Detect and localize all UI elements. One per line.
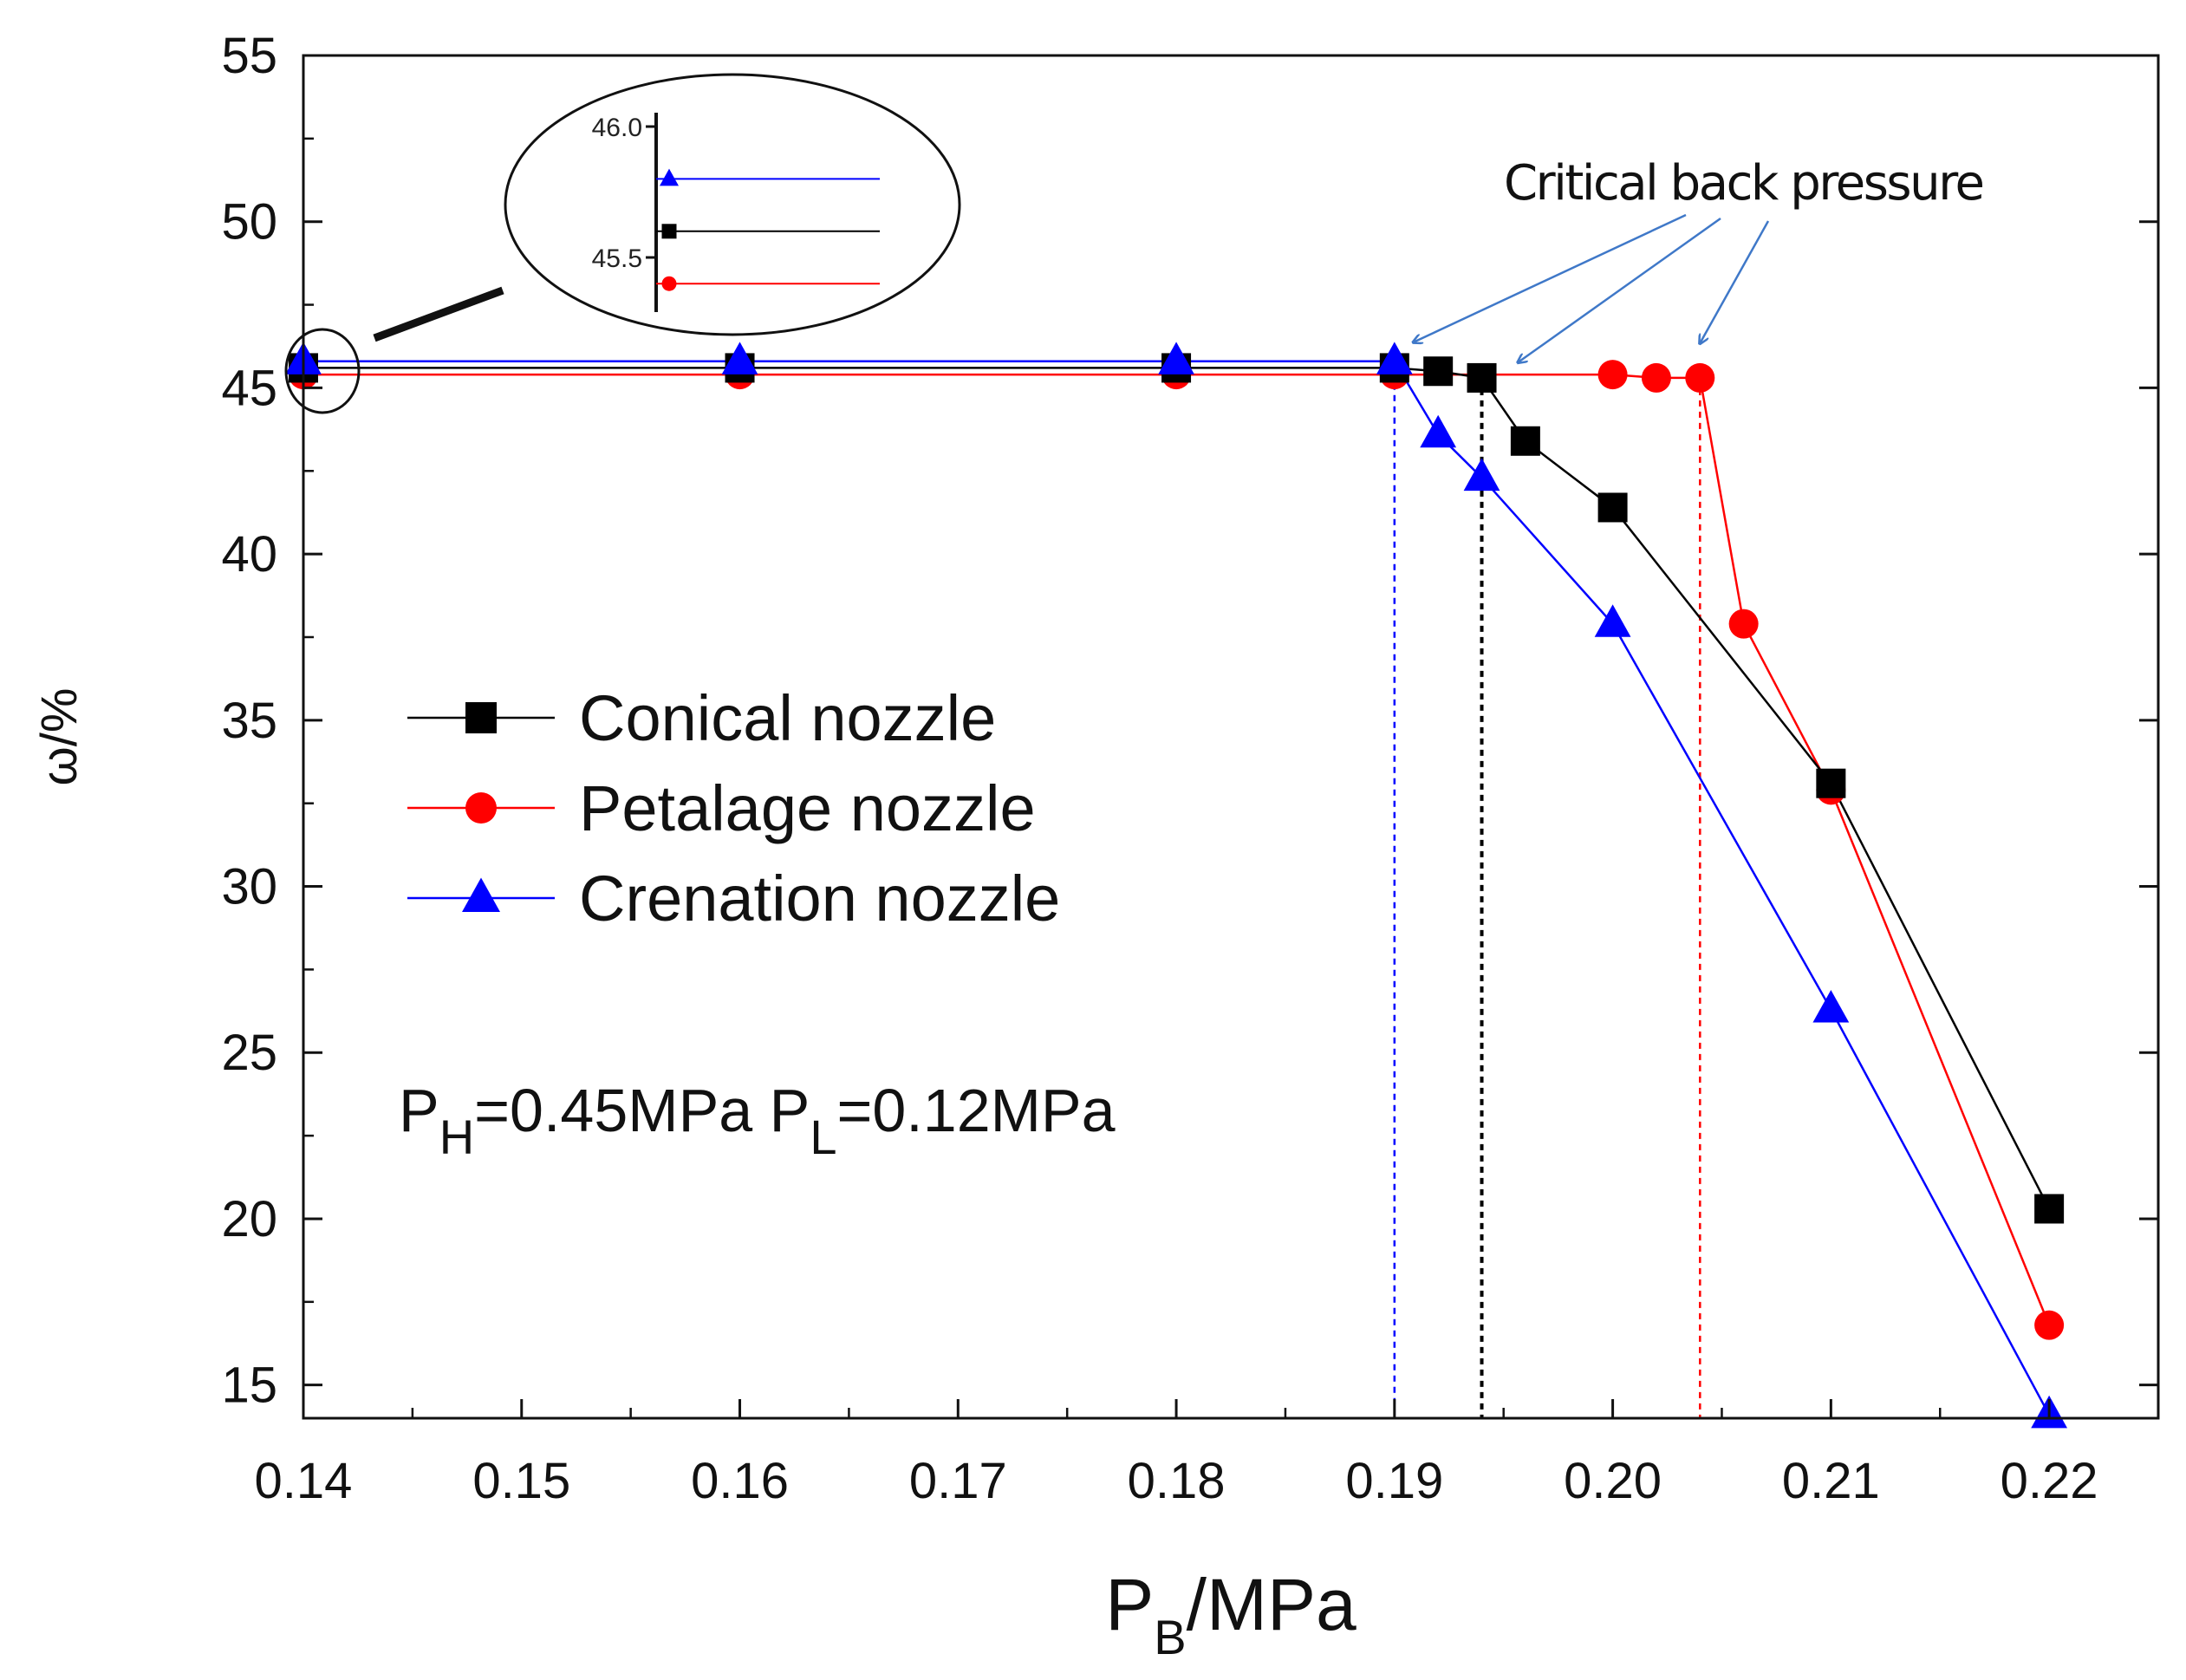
- legend: Conical nozzle Petalage nozzle Crenation n…: [407, 682, 1060, 934]
- axis-titles: PB/MPa ω/% PH=0.45MPa PL=0.12MPa: [31, 688, 1356, 1664]
- y-axis-title: ω/%: [31, 688, 88, 786]
- y-tick-label: 50: [221, 194, 277, 251]
- point-conical-nozzle: [1597, 492, 1628, 523]
- point-conical-nozzle: [2034, 1194, 2065, 1224]
- legend-marker-crenation-nozzle: [462, 877, 500, 912]
- axes: [302, 54, 2160, 1420]
- x-axis-title: PB/MPa: [1105, 1564, 1356, 1664]
- inset-tick-label: 45.5: [592, 244, 642, 273]
- x-tick-label: 0.15: [472, 1453, 570, 1509]
- point-petalage-nozzle: [1685, 362, 1715, 393]
- legend-marker-petalage-nozzle: [465, 792, 497, 824]
- ticks: 0.14 0.15 0.16 0.17 0.18 0.19 0.20 0.21 0.22 15 20…: [221, 28, 2158, 1509]
- point-crenation-nozzle: [1812, 990, 1850, 1023]
- y-tick-label: 15: [221, 1358, 277, 1414]
- x-tick-label: 0.18: [1128, 1453, 1226, 1509]
- point-crenation-nozzle: [1420, 414, 1457, 448]
- x-tick-label: 0.17: [909, 1453, 1007, 1509]
- point-petalage-nozzle: [2034, 1310, 2065, 1340]
- point-petalage-nozzle: [1641, 362, 1671, 393]
- plot-frame: [302, 54, 2160, 1420]
- callout-arrow: [1700, 220, 1770, 343]
- x-tick-label: 0.19: [1345, 1453, 1443, 1509]
- inset-marker-crenation-nozzle: [660, 168, 679, 186]
- callout-arrow: [1519, 217, 1721, 362]
- point-conical-nozzle: [1467, 362, 1497, 393]
- callout-text: Critical back pressure: [1504, 155, 1985, 212]
- point-conical-nozzle: [1816, 768, 1846, 798]
- y-tick-label: 35: [221, 693, 277, 749]
- inset-zoom: 46.0 45.5: [284, 73, 961, 414]
- point-crenation-nozzle: [1463, 458, 1500, 492]
- y-tick-label: 55: [221, 28, 277, 84]
- x-tick-label: 0.14: [255, 1453, 353, 1509]
- x-tick-label: 0.22: [2001, 1453, 2098, 1509]
- series-line-conical-nozzle: [303, 367, 2051, 1210]
- zoom-connector: [373, 286, 504, 342]
- zoom-circle: [284, 328, 361, 414]
- y-tick-label: 25: [221, 1025, 277, 1081]
- inset-ellipse: [504, 73, 961, 336]
- callout-arrow: [1414, 213, 1687, 342]
- y-tick-label: 40: [221, 526, 277, 583]
- series-markers: [285, 342, 2068, 1429]
- inset-marker-petalage-nozzle: [661, 276, 677, 291]
- legend-label-conical-nozzle: Conical nozzle: [579, 682, 996, 754]
- legend-marker-conical-nozzle: [465, 702, 497, 733]
- y-tick-label: 30: [221, 859, 277, 915]
- point-crenation-nozzle: [1594, 604, 1631, 637]
- point-conical-nozzle: [1423, 356, 1454, 387]
- callout: Critical back pressure: [1414, 155, 1985, 362]
- x-tick-label: 0.20: [1564, 1453, 1662, 1509]
- series-line-petalage-nozzle: [303, 373, 2051, 1326]
- condition-annotation: PH=0.45MPa PL=0.12MPa: [399, 1077, 1116, 1164]
- legend-label-crenation-nozzle: Crenation nozzle: [579, 863, 1060, 934]
- point-crenation-nozzle: [1158, 342, 1194, 374]
- y-tick-label: 45: [221, 360, 277, 416]
- series-lines: [303, 360, 2051, 1416]
- x-tick-label: 0.21: [1782, 1453, 1880, 1509]
- x-tick-label: 0.16: [691, 1453, 789, 1509]
- legend-label-petalage-nozzle: Petalage nozzle: [579, 772, 1036, 844]
- point-crenation-nozzle: [721, 342, 758, 374]
- inset-marker-conical-nozzle: [661, 224, 677, 239]
- point-conical-nozzle: [1510, 426, 1540, 456]
- series-line-crenation-nozzle: [303, 360, 2051, 1416]
- inset-tick-label: 46.0: [592, 114, 642, 142]
- point-petalage-nozzle: [1597, 360, 1628, 390]
- y-tick-label: 20: [221, 1191, 277, 1247]
- point-crenation-nozzle: [1376, 342, 1413, 374]
- point-petalage-nozzle: [1728, 609, 1759, 639]
- critical-pressure-lines: [1393, 361, 1701, 1418]
